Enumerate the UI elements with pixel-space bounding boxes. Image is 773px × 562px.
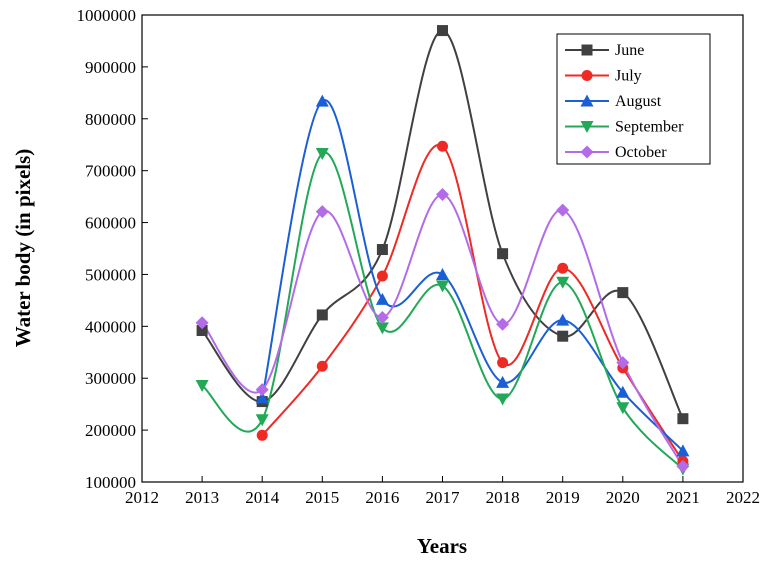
legend-box [556, 33, 711, 165]
y-tick-label: 600000 [85, 214, 136, 233]
point-june [376, 244, 388, 256]
x-axis-title: Years [417, 534, 467, 558]
point-october [375, 311, 389, 325]
y-tick-label: 100000 [85, 473, 136, 492]
y-tick-label: 1000000 [77, 6, 137, 25]
legend-label-june: June [615, 42, 644, 59]
line-july [261, 143, 684, 462]
y-tick-label: 300000 [85, 369, 136, 388]
point-august [436, 267, 449, 280]
point-september [556, 276, 570, 289]
point-june [316, 309, 328, 321]
x-tick-label: 2021 [666, 488, 700, 507]
point-october [315, 205, 329, 219]
point-september [315, 148, 329, 161]
y-tick-label: 200000 [85, 421, 136, 440]
axis-ticks: 2012 2013 2014 2015 2016 2017 2018 2019 2020 2021… [77, 6, 761, 507]
x-tick-label: 2015 [305, 488, 339, 507]
point-september [375, 322, 389, 335]
point-september [616, 402, 630, 415]
point-june [497, 248, 509, 260]
point-june [557, 330, 569, 342]
point-july [497, 357, 509, 369]
x-tick-label: 2022 [726, 488, 760, 507]
point-july [437, 140, 448, 152]
point-june [196, 324, 208, 336]
y-tick-label: 800000 [85, 110, 136, 129]
x-tick-label: 2018 [486, 488, 520, 507]
point-june [617, 287, 629, 299]
point-july [557, 262, 569, 274]
point-july [376, 270, 388, 282]
point-october [676, 459, 690, 473]
y-tick-label: 700000 [85, 162, 136, 181]
series-markers [195, 25, 690, 476]
point-july [256, 429, 268, 441]
legend: June July August September October [556, 33, 711, 165]
x-tick-label: 2016 [365, 488, 399, 507]
point-july [316, 360, 328, 372]
point-september [255, 414, 269, 427]
point-august [315, 94, 329, 107]
point-october [556, 203, 570, 217]
x-tick-label: 2012 [125, 488, 159, 507]
y-axis-title: Water body (in pixels) [11, 149, 35, 348]
point-august [556, 313, 570, 326]
x-tick-label: 2019 [546, 488, 580, 507]
point-october [255, 383, 269, 397]
x-tick-label: 2014 [245, 488, 280, 507]
legend-marker-september [580, 121, 594, 133]
point-august [255, 391, 269, 404]
point-august [375, 292, 389, 305]
legend-marker-august [580, 94, 594, 107]
point-september [496, 393, 510, 406]
legend-marker-july [581, 70, 593, 81]
y-tick-label: 900000 [85, 58, 136, 77]
point-october [436, 188, 449, 202]
x-tick-label: 2017 [426, 488, 461, 507]
point-june [437, 25, 448, 37]
point-october [616, 356, 630, 370]
legend-label-august: August [615, 93, 662, 110]
legend-marker-october [580, 145, 594, 159]
point-june [677, 413, 689, 425]
point-october [496, 317, 510, 331]
legend-label-september: September [615, 119, 684, 136]
legend-label-october: October [615, 144, 667, 161]
x-tick-label: 2013 [185, 488, 219, 507]
point-august [496, 375, 510, 388]
point-august [676, 444, 690, 457]
legend-label-july: July [615, 68, 642, 85]
y-tick-label: 500000 [85, 265, 136, 284]
x-tick-label: 2020 [606, 488, 640, 507]
y-tick-label: 400000 [85, 317, 136, 336]
point-september [436, 280, 449, 293]
point-september [195, 379, 209, 392]
legend-marker-june [581, 44, 593, 56]
point-august [616, 385, 630, 398]
point-october [195, 316, 209, 330]
